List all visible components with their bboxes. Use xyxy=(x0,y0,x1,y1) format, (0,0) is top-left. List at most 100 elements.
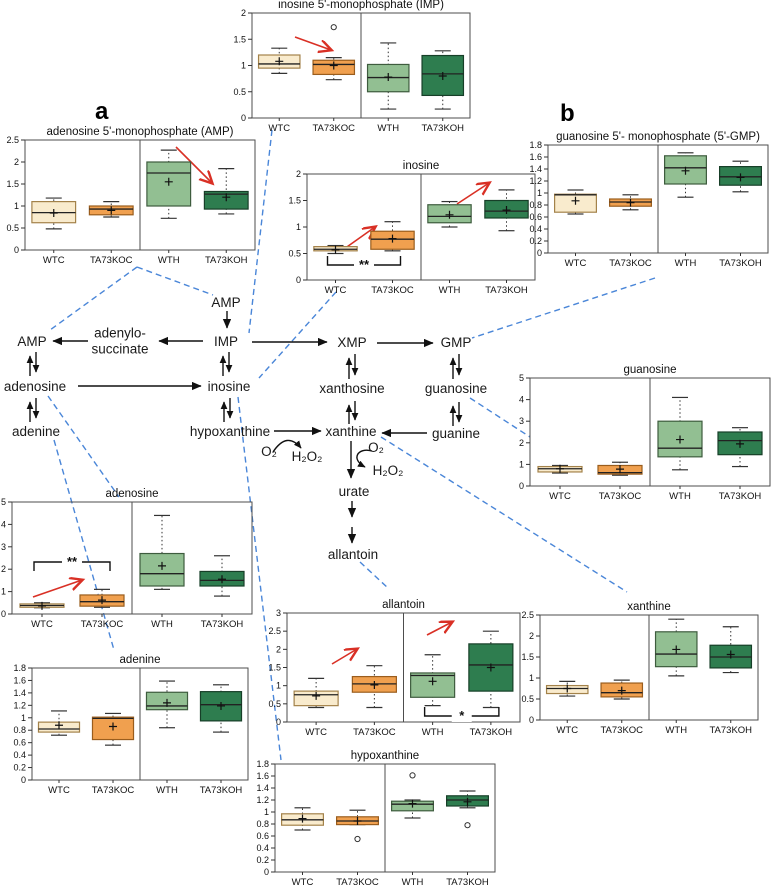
mean-marker xyxy=(222,193,231,202)
x-category-label: TA73KOH xyxy=(719,258,762,269)
pathway-node-allantoin: allantoin xyxy=(327,547,379,563)
y-tick-label: 1.2 xyxy=(529,176,542,186)
outlier-point xyxy=(330,24,337,31)
y-tick-label: 0 xyxy=(519,481,524,491)
box-ta73koh xyxy=(199,684,243,733)
y-tick-label: 1 xyxy=(21,713,26,723)
pathway-node-xanthosine: xanthosine xyxy=(319,381,385,397)
red-arrow-adenosine xyxy=(32,580,82,598)
pathway-node-gmp: GMP xyxy=(440,335,472,351)
y-tick-label: 0.6 xyxy=(256,831,269,841)
y-tick-label: 4 xyxy=(519,395,524,405)
mean-marker xyxy=(681,166,690,175)
connector-guanosine-node-to-plot xyxy=(469,397,531,438)
double-arrow-1 xyxy=(219,352,233,376)
outlier-point xyxy=(409,772,416,779)
double-arrow-7 xyxy=(449,402,463,426)
y-tick-label: 0.2 xyxy=(529,236,542,246)
x-category-label: TA73KOH xyxy=(200,785,243,796)
y-tick-label: 2 xyxy=(296,169,301,179)
x-category-label: TA73KOC xyxy=(600,725,643,736)
y-tick-label: 1 xyxy=(529,673,534,683)
y-tick-label: 2 xyxy=(519,438,524,448)
boxplot-imp: inosine 5'-monophosphate (IMP) 0 0.5 1 1.5 2 W… xyxy=(233,0,471,134)
box-wth xyxy=(410,654,456,707)
red-arrow-inosine-koc xyxy=(343,227,375,250)
connector-adenine-node-to-plot xyxy=(53,439,115,651)
mean-marker xyxy=(672,645,681,654)
pathway-arrows xyxy=(26,311,463,544)
red-arrow-imp xyxy=(294,36,331,50)
plot-title: adenosine 5'-monophosphate (AMP) xyxy=(47,126,234,138)
mean-marker xyxy=(388,234,397,243)
connector-amp-plot-to-amp-top-node xyxy=(136,266,214,296)
box-ta73koh xyxy=(468,630,514,709)
mean-marker xyxy=(626,198,635,207)
double-arrow-0 xyxy=(26,352,40,376)
pathway-node-h2o2-a: H₂O₂ xyxy=(291,449,323,465)
x-category-label: TA73KOC xyxy=(92,785,135,796)
box-wtc xyxy=(281,807,325,831)
y-tick-label: 1.4 xyxy=(256,783,269,793)
y-tick-label: 1.5 xyxy=(6,179,19,189)
box-wtc xyxy=(293,677,339,709)
mean-marker xyxy=(408,799,417,808)
y-tick-label: 1.4 xyxy=(529,164,542,174)
bracket-label-bg xyxy=(354,258,374,271)
y-tick-label: 3 xyxy=(276,608,281,618)
y-tick-label: 0.6 xyxy=(13,738,26,748)
mean-marker xyxy=(571,196,580,205)
y-tick-label: 5 xyxy=(1,497,6,507)
outlier-point xyxy=(354,835,361,843)
box-ta73koh xyxy=(446,790,490,829)
mean-marker xyxy=(38,601,46,610)
significance-bracket: ** xyxy=(326,256,402,272)
mean-marker xyxy=(726,650,735,659)
x-category-label: WTH xyxy=(665,725,687,736)
mean-marker xyxy=(556,464,564,473)
plot-title: hypoxanthine xyxy=(351,750,419,762)
mean-marker xyxy=(275,57,284,66)
box-ta73koc xyxy=(91,712,135,746)
x-category-label: WTC xyxy=(268,123,290,134)
box-ta73koh xyxy=(421,50,465,110)
box-wtc xyxy=(31,197,77,230)
y-tick-label: 2.5 xyxy=(521,610,534,620)
mean-marker xyxy=(298,814,307,823)
box-wtc xyxy=(553,189,597,215)
mean-marker xyxy=(370,680,379,689)
boxplot-gmp: guanosine 5'- monophosphate (5'-GMP) 0 0.2… xyxy=(529,131,769,269)
x-category-label: TA73KOH xyxy=(709,725,752,736)
pathway-node-guanine: guanine xyxy=(431,426,481,442)
y-tick-label: 1.4 xyxy=(13,688,26,698)
bracket-label-bg xyxy=(62,555,82,568)
y-tick-label: 0.5 xyxy=(268,699,281,709)
x-category-label: WTH xyxy=(439,285,461,296)
mean-marker xyxy=(218,575,226,584)
y-tick-label: 0.4 xyxy=(256,843,269,853)
pathway-node-urate: urate xyxy=(338,484,370,500)
x-category-label: TA73KOH xyxy=(485,285,528,296)
connector-hypoxanthine-node-to-plot xyxy=(237,396,282,761)
red-trend-arrows xyxy=(32,36,489,665)
pathway-node-imp: IMP xyxy=(213,334,239,350)
pathway-node-adenylosuccinate: adenylo- succinate xyxy=(91,325,149,356)
panel-a-label: a xyxy=(95,98,109,125)
pathway-node-xmp: XMP xyxy=(337,335,367,351)
plot-title: guanosine xyxy=(623,364,676,376)
box-ta73koh xyxy=(203,168,249,215)
y-tick-label: 0.5 xyxy=(288,249,301,259)
mean-marker xyxy=(49,209,58,218)
x-category-label: TA73KOC xyxy=(609,258,652,269)
connector-allantoin-node-to-plot xyxy=(359,561,390,590)
pathway-node-adenine: adenine xyxy=(11,424,61,440)
mean-marker xyxy=(217,701,225,710)
double-arrow-4 xyxy=(26,398,40,422)
plot-title: xanthine xyxy=(627,601,670,613)
pathway-node-amp-top: AMP xyxy=(211,295,241,311)
bracket-label-bg xyxy=(451,709,472,722)
connector-lines xyxy=(47,129,656,761)
pathway-node-hypoxanthine: hypoxanthine xyxy=(189,424,271,440)
mean-marker xyxy=(563,684,572,693)
